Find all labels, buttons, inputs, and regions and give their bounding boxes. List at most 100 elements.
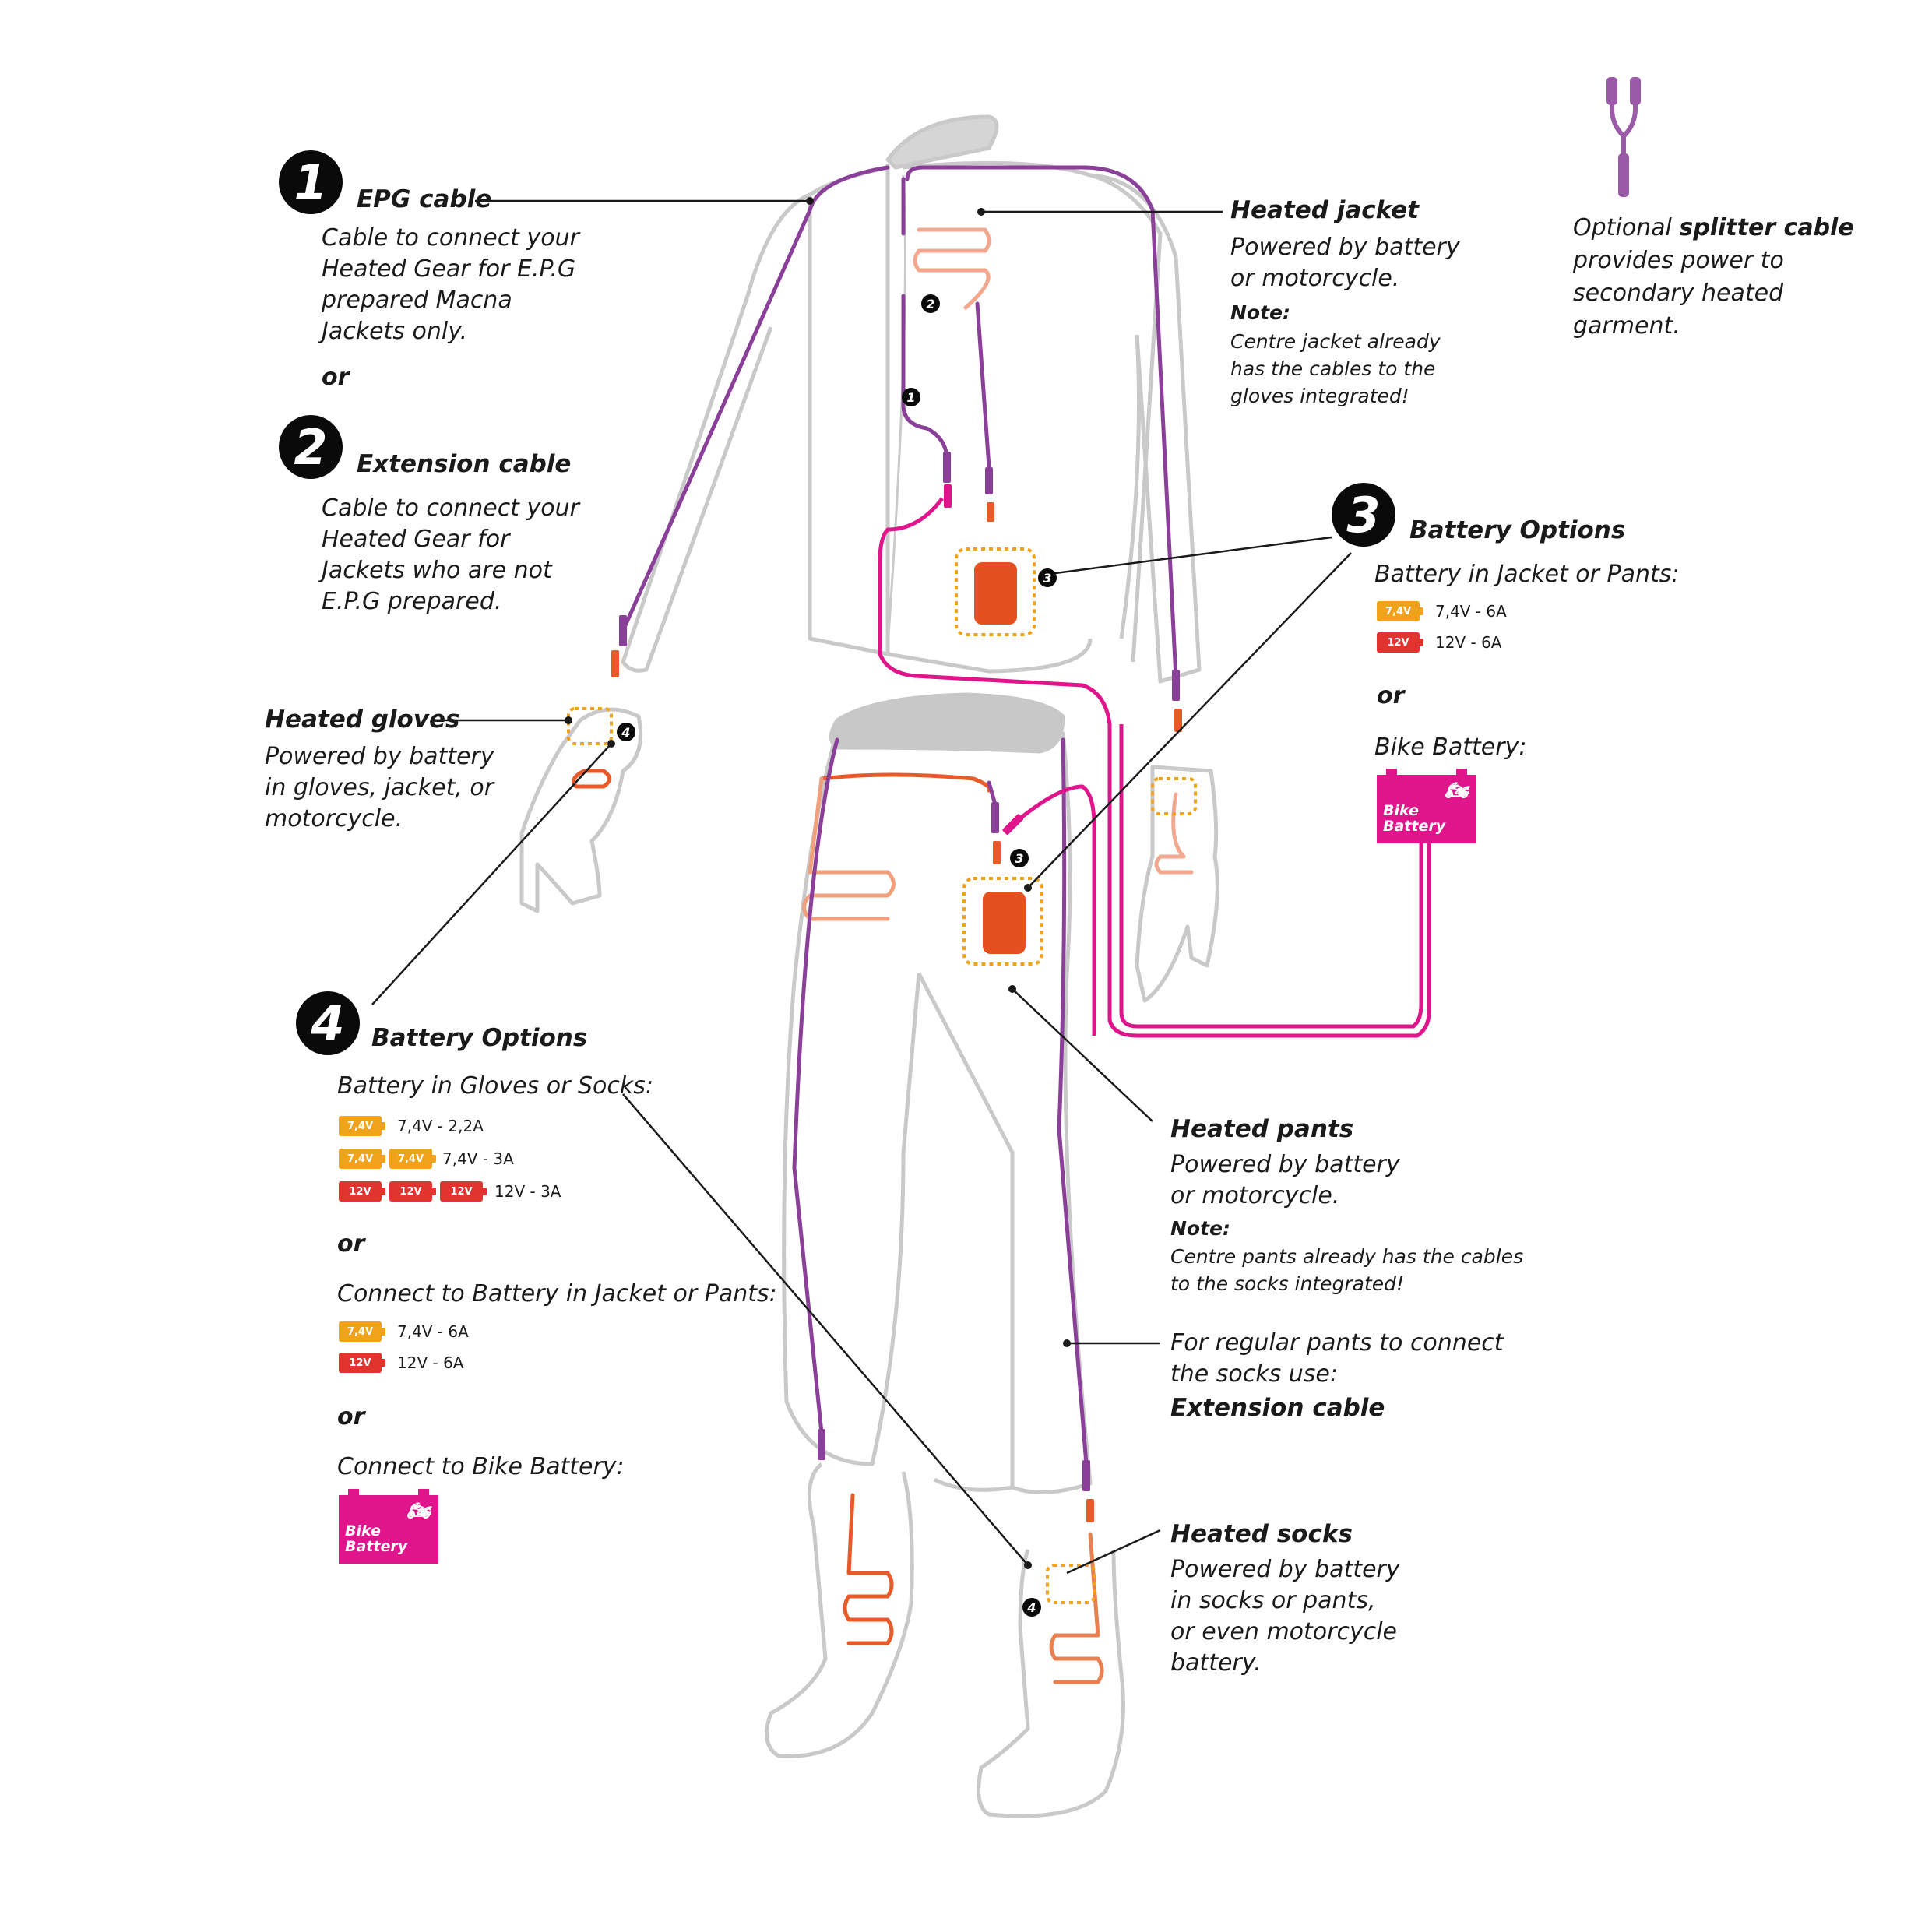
or-separator: or — [1377, 682, 1405, 709]
battery-badge-7v4: 7,4V — [1377, 601, 1423, 621]
note-line: has the cables to the — [1230, 357, 1436, 380]
or-separator: or — [337, 1403, 365, 1431]
desc-line: motorcycle. — [265, 805, 403, 832]
regular-pants-cable: Extension cable — [1170, 1394, 1385, 1422]
gloves-outline — [519, 707, 1219, 1003]
splitter-line: secondary heated — [1573, 280, 1784, 307]
marker-4-sock: 4 — [1022, 1598, 1041, 1617]
option-2-badge: 2 — [279, 415, 343, 479]
battery-badge-12v: 12V — [440, 1181, 487, 1202]
jacket-note-title: Note: — [1230, 301, 1291, 324]
option-2-title: Extension cable — [357, 450, 572, 478]
desc-line: or even motorcycle — [1170, 1618, 1398, 1645]
heating-elements — [572, 227, 1194, 1684]
option-1-title: EPG cable — [357, 185, 492, 213]
battery-badge-12v: 12V — [1377, 632, 1423, 653]
desc-line: For regular pants to connect — [1170, 1329, 1504, 1357]
desc-line: Powered by battery — [1170, 1556, 1400, 1583]
option-4-badge: 4 — [296, 991, 360, 1055]
spec-text: 12V - 6A — [397, 1353, 464, 1372]
spec-text: 7,4V - 6A — [1435, 602, 1507, 621]
desc-line: Cable to connect your — [322, 494, 579, 522]
battery-badge-7v4: 7,4V — [339, 1149, 385, 1169]
marker-4-glove: 4 — [617, 723, 635, 741]
splitter-line: provides power to — [1573, 247, 1784, 274]
motorcycle-icon: 🏍 — [1445, 779, 1469, 801]
spec-text: 7,4V - 2,2A — [397, 1117, 484, 1135]
desc-line: Jackets only. — [322, 318, 468, 345]
desc-line: Cable to connect your — [322, 224, 579, 252]
motorcycle-icon: 🏍 — [406, 1500, 431, 1522]
jacket-title: Heated jacket — [1230, 196, 1419, 224]
desc-line: the socks use: — [1170, 1360, 1338, 1388]
bike-label-line: Battery — [1383, 818, 1446, 835]
option-3-bike-subtitle: Bike Battery: — [1374, 734, 1527, 761]
bike-battery-label: Bike Battery — [345, 1523, 407, 1554]
desc-line: in gloves, jacket, or — [265, 774, 494, 801]
desc-line: Powered by battery — [1170, 1151, 1400, 1178]
pants-note-title: Note: — [1170, 1217, 1231, 1240]
desc-line: E.P.G prepared. — [322, 588, 502, 615]
option-3-subtitle: Battery in Jacket or Pants: — [1374, 561, 1680, 588]
desc-line: Jackets who are not — [322, 557, 552, 584]
battery-badge-7v4: 7,4V — [339, 1116, 385, 1136]
desc-line: in socks or pants, — [1170, 1587, 1376, 1614]
option-3-title: Battery Options — [1409, 516, 1626, 544]
note-line: gloves integrated! — [1230, 385, 1409, 407]
garment-batteries — [567, 547, 1197, 1604]
battery-badge-12v: 12V — [339, 1181, 385, 1202]
bike-label-line: Bike — [1383, 802, 1419, 819]
gloves-title: Heated gloves — [265, 706, 460, 734]
option-1-badge: 1 — [279, 150, 343, 214]
bike-battery-cable — [878, 497, 1431, 1038]
desc-line: or motorcycle. — [1230, 265, 1400, 292]
marker-3-pants: 3 — [1010, 849, 1029, 867]
note-line: Centre pants already has the cables — [1170, 1245, 1524, 1268]
desc-line: battery. — [1170, 1649, 1262, 1677]
desc-line: Powered by battery — [265, 743, 494, 770]
socks-title: Heated socks — [1170, 1520, 1353, 1548]
leader-dots — [565, 197, 1071, 1569]
leader-lines — [371, 199, 1352, 1575]
option-4-subtitle-2: Connect to Battery in Jacket or Pants: — [337, 1280, 777, 1307]
note-line: Centre jacket already — [1230, 330, 1441, 353]
bike-battery-icon: 🏍 Bike Battery — [1377, 769, 1476, 843]
or-separator: or — [337, 1230, 365, 1258]
or-separator: or — [322, 364, 350, 391]
marker-3-jacket: 3 — [1038, 568, 1057, 587]
spec-text: 12V - 3A — [494, 1182, 561, 1201]
desc-line: Heated Gear for — [322, 526, 510, 553]
splitter-bold: splitter cable — [1679, 214, 1854, 241]
bike-label-line: Battery — [345, 1538, 408, 1555]
purple-cables — [621, 165, 1178, 1466]
battery-badge-12v: 12V — [339, 1353, 385, 1373]
battery-badge-7v4: 7,4V — [339, 1321, 385, 1342]
connectors — [611, 452, 1182, 1522]
battery-badge-7v4: 7,4V — [389, 1149, 436, 1169]
desc-line: or motorcycle. — [1170, 1182, 1340, 1209]
desc-line: Powered by battery — [1230, 234, 1460, 261]
note-line: to the socks integrated! — [1170, 1272, 1405, 1295]
option-3-badge: 3 — [1332, 483, 1395, 547]
battery-badge-12v: 12V — [389, 1181, 436, 1202]
splitter-cable-icon — [1606, 77, 1641, 197]
option-4-title: Battery Options — [371, 1024, 588, 1052]
desc-line: Heated Gear for E.P.G — [322, 255, 576, 283]
spec-text: 7,4V - 6A — [397, 1322, 469, 1341]
marker-2: 2 — [921, 294, 940, 313]
splitter-desc: Optional splitter cable provides power t… — [1573, 212, 1854, 343]
spec-text: 7,4V - 3A — [442, 1149, 514, 1168]
bike-battery-icon: 🏍 Bike Battery — [339, 1489, 438, 1564]
bike-battery-label: Bike Battery — [1383, 803, 1445, 834]
option-4-subtitle-3: Connect to Bike Battery: — [337, 1453, 625, 1480]
splitter-line: garment. — [1573, 312, 1680, 340]
splitter-prefix: Optional — [1573, 214, 1680, 241]
bike-label-line: Bike — [345, 1522, 381, 1540]
pants-title: Heated pants — [1170, 1115, 1354, 1143]
desc-line: prepared Macna — [322, 287, 512, 314]
marker-1: 1 — [902, 388, 920, 406]
option-4-subtitle-1: Battery in Gloves or Socks: — [337, 1072, 653, 1100]
spec-text: 12V - 6A — [1435, 633, 1502, 652]
splitter-line-1: Optional splitter cable — [1573, 212, 1854, 245]
